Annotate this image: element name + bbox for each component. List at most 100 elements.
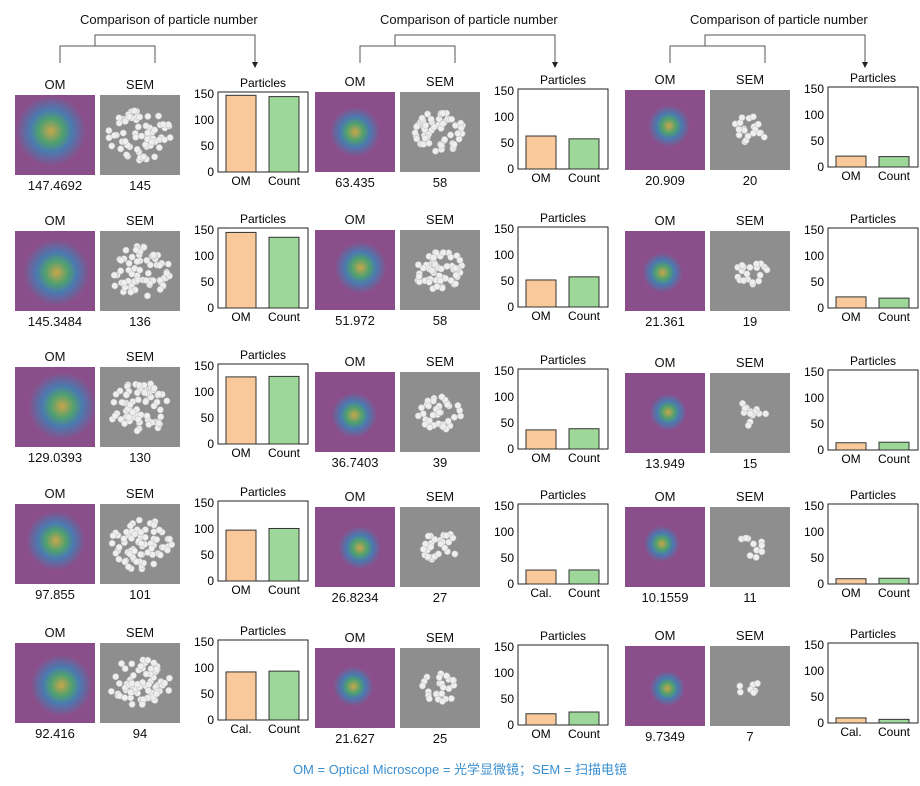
x-tick-label: Count [268,310,301,321]
particle [425,278,433,286]
particle [155,419,163,427]
particle [447,131,455,139]
particle [131,530,139,538]
om-image [15,504,95,584]
chart-title: Particles [540,629,586,643]
particle [115,555,123,563]
sem-label: SEM [735,72,765,87]
sem-image [100,95,180,175]
particle [735,125,743,133]
particle [121,665,129,673]
particle [738,261,746,269]
particle [132,558,140,566]
om-label: OM [44,486,66,501]
particle [111,282,119,290]
particle [443,262,451,270]
om-image [625,646,705,726]
particle [140,153,148,161]
particle [760,133,768,141]
particle [422,121,430,129]
sem-value: 7 [746,729,754,744]
x-tick-label: Cal. [230,722,251,733]
y-tick-label: 0 [207,301,214,315]
y-tick-label: 150 [804,499,824,513]
chart-title: Particles [850,212,896,226]
y-tick-label: 100 [194,249,214,263]
y-tick-label: 100 [194,385,214,399]
x-tick-label: Count [268,722,301,733]
particle [131,547,138,555]
particle [435,408,443,416]
particle [165,687,173,694]
sem-particles [419,670,458,705]
om-label: OM [654,489,676,504]
particle [107,687,115,695]
sem-label: SEM [425,354,455,369]
y-tick-label: 0 [817,716,824,730]
particle [155,526,163,534]
sem-particles [731,113,768,146]
particle [165,674,173,682]
y-tick-label: 150 [194,223,214,237]
sem-particles [108,380,171,435]
om-bar [225,376,257,445]
x-tick-label: Count [568,171,601,182]
particle [424,110,431,118]
particle [125,413,133,421]
particle [439,423,447,431]
particle [142,398,150,406]
particle [142,670,150,678]
particle [434,550,442,558]
om-bar [835,717,867,724]
particle [418,114,426,122]
count-bar [878,156,910,168]
bracket-line [59,34,256,64]
om-bar [835,296,867,309]
y-tick-label: 0 [817,160,824,174]
particle [752,260,760,268]
sem-value: 15 [742,456,758,471]
particle [439,109,447,117]
chart-title: Particles [240,212,286,226]
particle [133,145,141,153]
particle [150,659,158,667]
particle [443,672,450,680]
chart-title: Particles [540,211,586,225]
x-tick-label: Cal. [530,586,551,597]
particle [144,292,151,300]
y-tick-label: 100 [494,525,514,539]
column-header: Comparison of particle number [690,12,868,27]
particle [419,264,427,272]
y-tick-label: 150 [494,499,514,513]
particle [121,137,129,145]
sem-label: SEM [735,489,765,504]
particles-bar-chart: Particles 0 50 100 150 OM Count [194,348,309,457]
particle [155,390,163,398]
sem-particles [414,248,466,293]
sem-value: 130 [129,450,151,465]
particle [115,119,123,127]
om-label: OM [44,625,66,640]
particle [756,271,764,279]
particle [758,542,766,549]
particle [144,656,152,664]
om-label: OM [344,489,366,504]
particle [418,404,425,412]
particle [132,246,140,254]
particle [127,288,135,296]
particle [112,673,120,681]
particle [749,129,757,137]
particle [127,688,135,696]
om-image [625,507,705,587]
particle [156,285,164,293]
particle [444,417,452,425]
chart-title: Particles [850,627,896,641]
particle [163,397,171,405]
chart-title: Particles [540,353,586,367]
y-tick-label: 100 [194,113,214,127]
y-tick-label: 150 [804,365,824,379]
particle [150,402,158,410]
particle [115,543,123,551]
om-label: OM [44,349,66,364]
particle [128,253,136,261]
